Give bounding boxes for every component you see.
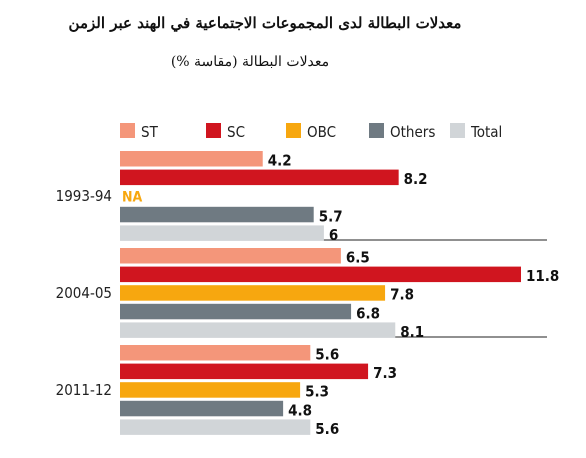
- chart-title: معدلات البطالة لدى المجموعات الاجتماعية …: [68, 14, 462, 32]
- bar-others: [120, 400, 284, 417]
- legend-label-obc: OBC: [307, 123, 336, 141]
- bar-sc: [120, 266, 521, 283]
- legend-label-st: ST: [141, 123, 159, 141]
- value-label: 7.3: [373, 364, 397, 382]
- value-label: 5.3: [305, 383, 329, 401]
- bar-st: [120, 345, 311, 361]
- legend-swatch-obc: [286, 123, 301, 138]
- legend-label-others: Others: [390, 123, 435, 141]
- category-label: 2011-12: [56, 381, 112, 399]
- value-label: 7.8: [390, 286, 414, 304]
- value-label: 6.8: [356, 304, 380, 322]
- value-label: 5.7: [319, 207, 343, 225]
- category-label: 2004-05: [56, 284, 112, 302]
- value-label: 11.8: [526, 267, 559, 285]
- bar-total: [120, 419, 311, 435]
- value-label: 5.6: [315, 420, 339, 438]
- value-label: 6.5: [346, 249, 370, 267]
- legend-swatch-st: [120, 123, 135, 138]
- bar-others: [120, 206, 314, 223]
- bar-obc: [120, 285, 386, 301]
- chart-subtitle: معدلات البطالة (مقاسة %): [170, 54, 330, 70]
- bar-st: [120, 248, 341, 264]
- value-label: 4.8: [288, 401, 312, 419]
- bar-sc: [120, 169, 399, 186]
- bar-total: [120, 322, 396, 338]
- legend-label-total: Total: [470, 123, 502, 141]
- value-label: 4.2: [268, 152, 292, 170]
- legend-swatch-total: [450, 123, 465, 138]
- bar-total: [120, 225, 324, 241]
- legend-swatch-sc: [206, 123, 221, 138]
- legend-swatch-others: [369, 123, 384, 138]
- bar-others: [120, 303, 352, 320]
- value-label: 8.2: [404, 170, 428, 188]
- value-label: 5.6: [315, 346, 339, 364]
- category-label: 1993-94: [56, 187, 112, 205]
- value-label: 6: [329, 226, 338, 244]
- bar-sc: [120, 363, 369, 380]
- bar-st: [120, 151, 263, 167]
- na-label: NA: [122, 190, 143, 206]
- value-label: 8.1: [400, 323, 424, 341]
- legend-label-sc: SC: [227, 123, 245, 141]
- bar-obc: [120, 382, 301, 398]
